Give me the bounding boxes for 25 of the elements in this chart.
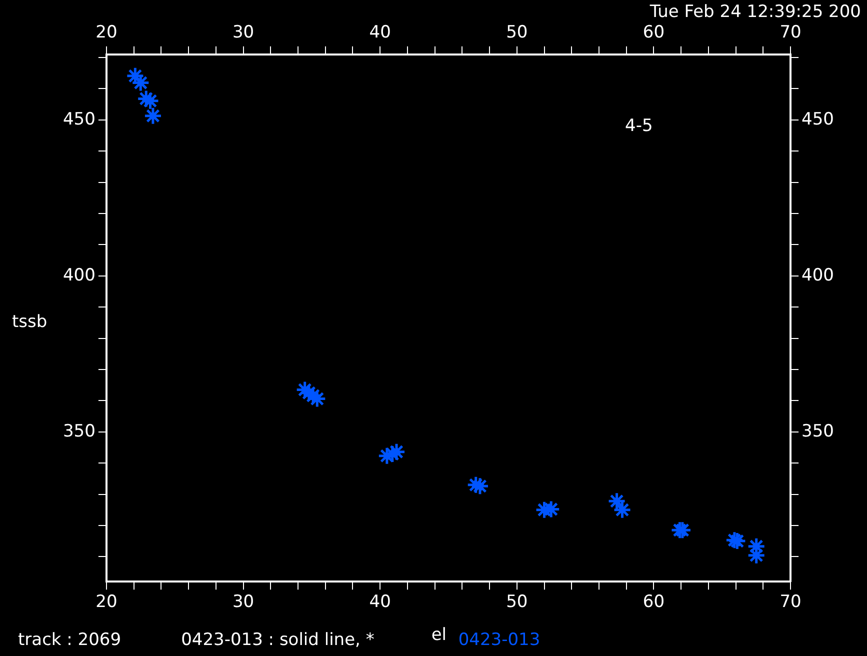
- y-tick-label: 350: [62, 421, 96, 442]
- text: track : 2069: [18, 630, 122, 650]
- x-tick-label: 40: [369, 592, 391, 612]
- x2-tick-label: 70: [780, 22, 802, 43]
- x-axis-title: el: [431, 625, 446, 645]
- annotation: 4-5: [625, 116, 653, 136]
- x-tick-label: 30: [232, 592, 254, 612]
- y-axis-title: tssb: [12, 312, 48, 332]
- x-tick-label: 70: [780, 592, 802, 612]
- y2-tick-label: 350: [802, 421, 834, 442]
- x2-tick-label: 50: [506, 22, 528, 43]
- text: 0423-013 : solid line, *: [181, 630, 374, 650]
- text: Tue Feb 24 12:39:25 200: [650, 2, 861, 22]
- x2-tick-label: 40: [369, 22, 391, 43]
- y-tick-label: 400: [62, 265, 96, 286]
- text: 0423-013: [458, 630, 540, 650]
- x-tick-label: 50: [506, 592, 528, 612]
- x2-tick-label: 30: [232, 22, 254, 43]
- y-tick-label: 450: [62, 109, 96, 130]
- x2-tick-label: 60: [642, 22, 665, 43]
- x-tick-label: 60: [642, 592, 665, 612]
- y2-tick-label: 450: [802, 109, 834, 130]
- y2-tick-label: 400: [802, 265, 834, 286]
- x-tick-label: 20: [96, 592, 118, 612]
- x2-tick-label: 20: [96, 22, 118, 43]
